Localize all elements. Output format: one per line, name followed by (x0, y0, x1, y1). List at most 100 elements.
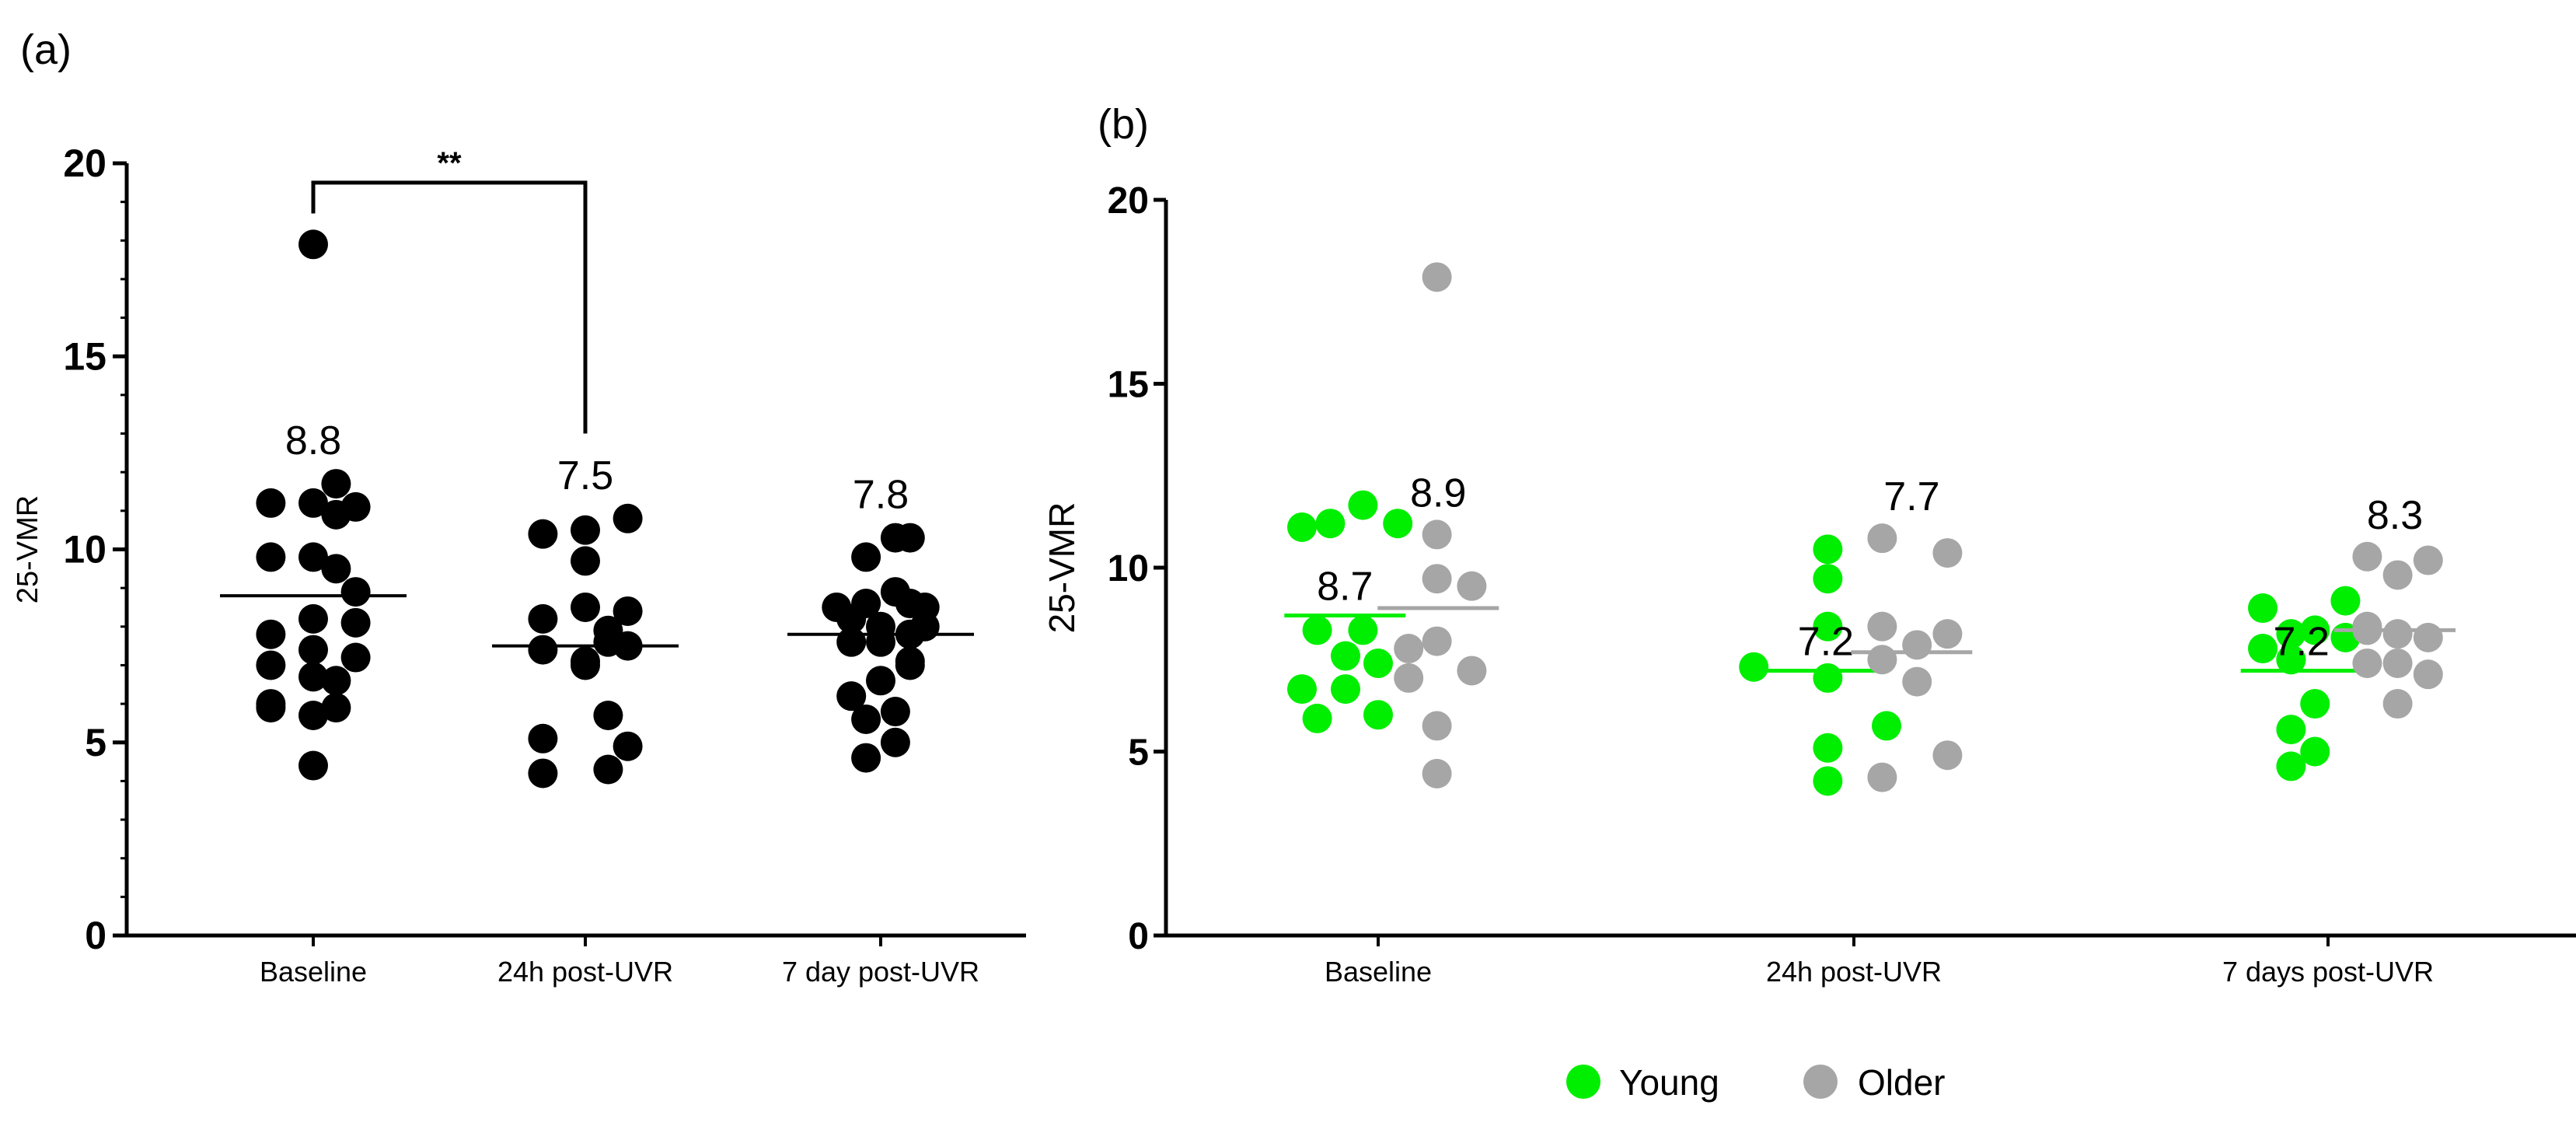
y-tick-label: 20 (63, 142, 106, 185)
data-point (2276, 715, 2306, 745)
data-point (528, 603, 558, 634)
data-point (298, 635, 328, 665)
y-tick-label: 15 (63, 334, 106, 378)
data-point (895, 650, 925, 680)
data-point (298, 750, 328, 781)
data-point (2382, 648, 2413, 678)
data-point (321, 666, 351, 696)
data-point (1813, 766, 1843, 796)
data-point (1813, 733, 1843, 763)
data-point (528, 723, 558, 754)
data-point (2276, 645, 2306, 675)
data-point (1902, 666, 1932, 697)
legend-young-label: Young (1619, 1062, 1719, 1103)
data-point (2382, 560, 2413, 590)
panel-a-label: (a) (20, 26, 72, 73)
data-point (1315, 509, 1346, 539)
data-point (571, 515, 600, 545)
data-point (1813, 564, 1843, 594)
data-point (1422, 519, 1452, 550)
data-point (321, 469, 351, 499)
y-tick-label: 5 (1128, 733, 1149, 774)
data-point (1867, 611, 1897, 642)
data-point (909, 611, 940, 642)
y-tick-label: 15 (1108, 365, 1149, 406)
mean-label: 7.8 (853, 473, 909, 518)
data-point (1394, 663, 1424, 693)
data-point (1287, 512, 1317, 542)
x-tick-label: Baseline (1325, 956, 1432, 988)
data-point (1422, 564, 1452, 594)
data-point (2330, 586, 2361, 616)
y-axis-title: 25-VMR (12, 495, 44, 603)
x-tick-label: Baseline (260, 956, 367, 988)
data-point (1422, 626, 1452, 656)
data-point (613, 503, 643, 533)
data-point (298, 229, 328, 260)
data-point (1813, 534, 1843, 565)
data-point (836, 603, 867, 634)
mean-label: 7.2 (1798, 619, 1854, 664)
data-point (613, 631, 643, 661)
data-point (1422, 758, 1452, 789)
data-point (1302, 703, 1332, 733)
data-point (1813, 663, 1843, 693)
data-point (321, 693, 351, 723)
data-point (256, 650, 286, 680)
data-point (1363, 648, 1393, 678)
data-point (851, 542, 881, 572)
mean-label: 8.8 (285, 418, 341, 463)
data-point (836, 681, 867, 712)
data-point (2382, 689, 2413, 719)
x-tick-label: 24h post-UVR (497, 956, 673, 988)
data-point (1867, 523, 1897, 554)
data-point (2276, 619, 2306, 649)
data-point (880, 727, 910, 757)
data-point (2248, 634, 2278, 664)
significance-label: ** (437, 146, 462, 180)
data-point (593, 754, 623, 785)
data-point (571, 646, 600, 677)
data-point (866, 666, 895, 696)
data-point (298, 542, 328, 572)
data-point (613, 731, 643, 761)
y-tick-label: 0 (85, 914, 106, 957)
data-point (1867, 762, 1897, 792)
legend-young-marker (1566, 1065, 1600, 1099)
data-point (2300, 615, 2330, 645)
data-point (866, 627, 895, 657)
mean-label: 8.3 (2367, 493, 2423, 538)
data-point (528, 758, 558, 789)
y-axis-title: 25-VMR (1042, 502, 1082, 634)
y-tick-label: 10 (1108, 548, 1149, 589)
data-point (1932, 740, 1963, 771)
data-point (298, 488, 328, 518)
mean-label: 8.9 (1410, 470, 1466, 516)
data-point (528, 635, 558, 665)
panel-b-chart: 0 5 10 15 20 Baseline 24h post-UVR 7 days post-… (1042, 180, 2576, 988)
data-point (2382, 619, 2413, 649)
data-point (1902, 630, 1932, 660)
y-tick-label: 0 (1128, 916, 1149, 957)
data-point (298, 603, 328, 634)
data-point (2413, 545, 2443, 575)
data-point (1331, 641, 1360, 671)
y-tick-label: 10 (63, 528, 106, 572)
data-point (1422, 711, 1452, 741)
data-point (895, 523, 925, 553)
legend-older-marker (1803, 1065, 1838, 1099)
data-point (571, 592, 600, 622)
data-point (1363, 700, 1393, 730)
data-point (1739, 652, 1769, 682)
data-point (571, 546, 600, 576)
x-tick-label: 7 days post-UVR (2222, 956, 2434, 988)
x-tick-label: 7 day post-UVR (782, 956, 979, 988)
data-point (256, 619, 286, 649)
data-point (1383, 509, 1413, 539)
data-point (613, 596, 643, 626)
data-point (1287, 674, 1317, 705)
significance-bracket (311, 180, 588, 434)
data-point (851, 743, 881, 773)
data-point (2352, 541, 2382, 572)
data-point (836, 627, 867, 657)
